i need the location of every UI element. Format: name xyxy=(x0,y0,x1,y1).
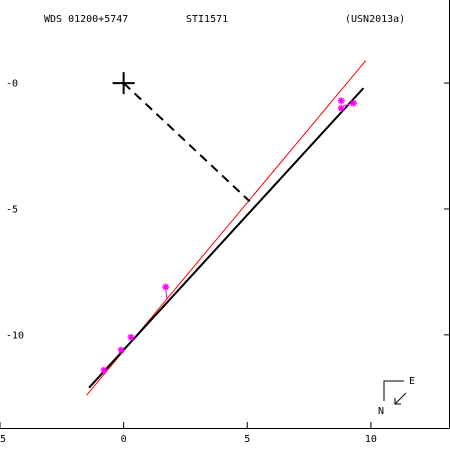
reference-label: (USN2013a) xyxy=(345,14,405,25)
x-tick-label: 0 xyxy=(121,434,127,445)
observation-point xyxy=(100,366,108,374)
observation-points xyxy=(100,97,358,374)
compass-arrow-head xyxy=(394,398,401,405)
primary-star-marker xyxy=(112,72,135,95)
discoverer-label: STI1571 xyxy=(186,14,228,25)
compass-indicator xyxy=(383,380,407,405)
observation-point xyxy=(350,99,358,107)
observation-point xyxy=(127,333,135,341)
wds-id-label: WDS 01200+5747 xyxy=(44,14,128,25)
observation-point xyxy=(162,283,170,291)
y-tick-label: -0 xyxy=(6,79,18,90)
axis-ticks: -5 0 5 10 -0 -5 -10 xyxy=(0,79,450,445)
y-tick-label: -5 xyxy=(6,204,18,215)
y-tick-label: -10 xyxy=(6,330,24,341)
x-tick-label: 10 xyxy=(365,434,377,445)
compass-arrow-shaft xyxy=(394,392,407,405)
observation-point xyxy=(337,104,345,112)
fitted-orbit-line xyxy=(88,87,365,389)
observation-point xyxy=(117,346,125,354)
observation-point xyxy=(337,97,345,105)
compass-east-label: E xyxy=(409,376,415,387)
compass-north-label: N xyxy=(378,406,384,417)
x-tick-label: 5 xyxy=(244,434,250,445)
compass-axes xyxy=(383,380,404,401)
x-tick-label: -5 xyxy=(0,434,6,445)
